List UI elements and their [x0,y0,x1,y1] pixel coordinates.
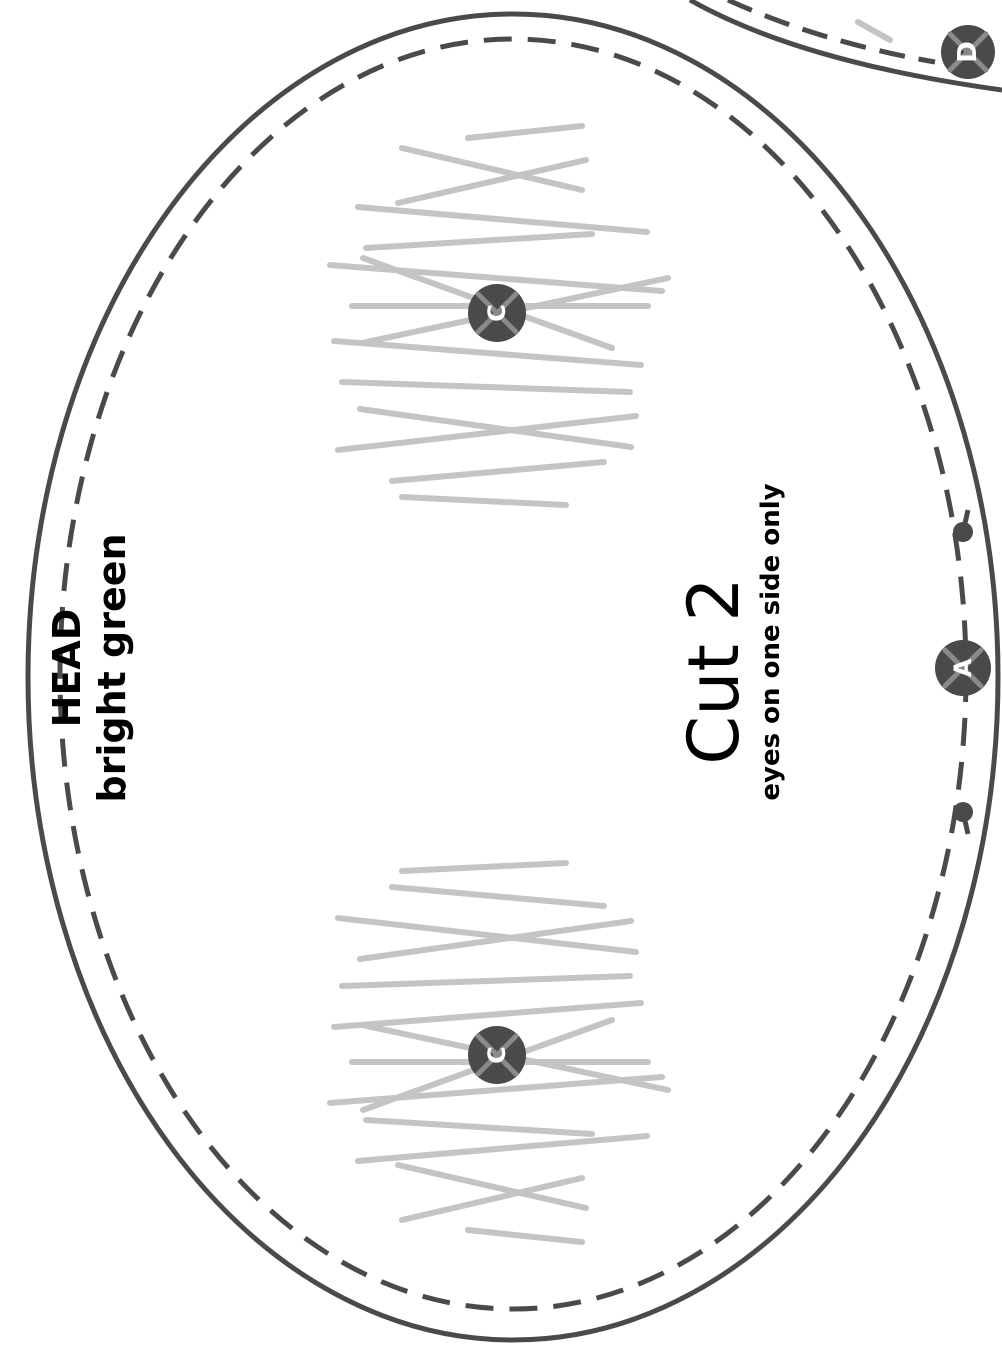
marker-c-bottom-label: C [483,1046,511,1064]
head-outline [25,11,1001,1343]
notch-icon [953,802,973,822]
adjacent-piece-seam [726,0,936,65]
adjacent-piece: D [688,0,1002,93]
eye-stitch-top: C [327,123,671,508]
piece-name-label: HEAD [45,609,89,728]
marker-d-cross-icon [947,31,989,73]
head-seam-line [57,36,969,1312]
marker-a-label: A [949,658,977,677]
marker-c-bottom-cross-icon [475,1033,519,1077]
marker-c-top-cross-icon [475,291,519,335]
adjacent-piece-stitch [855,19,893,43]
marker-d: D [941,25,995,79]
cut-note-label: eyes on one side only [756,483,786,800]
marker-d-label: D [953,41,983,63]
marker-a: A [935,640,991,696]
cut-instruction-label: Cut 2 [673,577,755,764]
marker-c-bottom: C [468,1026,526,1084]
notches [953,509,973,835]
head-piece [25,11,1001,1343]
eye-stitch-bottom: C [327,860,671,1245]
color-note-label: bright green [90,533,134,802]
marker-a-cross-icon [942,647,984,689]
adjacent-piece-outline [688,0,1002,93]
marker-c-top: C [468,284,526,342]
marker-c-top-label: C [483,304,511,322]
notch-icon [953,522,973,542]
